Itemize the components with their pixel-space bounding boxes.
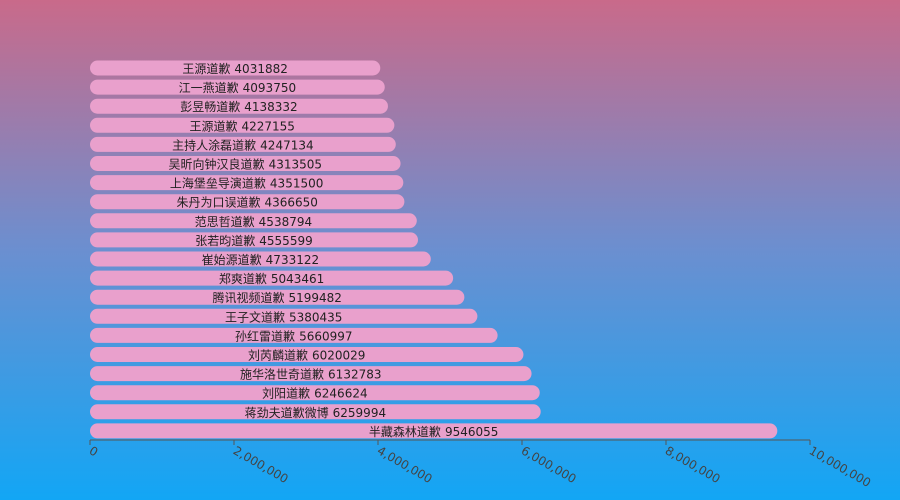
bar-label: 蒋劲夫道歉微博 6259994	[245, 404, 386, 419]
bar-label: 王源道歉 4227155	[189, 119, 294, 133]
bar-label: 上海堡垒导演道歉 4351500	[170, 175, 323, 190]
bar-value: 5660997	[299, 329, 352, 343]
bar-label: 张若昀道歉 4555599	[195, 233, 312, 247]
bar-label: 范思哲道歉 4538794	[195, 214, 312, 228]
bar-value: 4247134	[260, 138, 313, 152]
bar	[90, 366, 532, 382]
bar	[90, 60, 381, 76]
bar-label: 朱丹为口误道歉 4366650	[176, 195, 317, 209]
bar-value: 6020029	[312, 348, 365, 362]
bar	[90, 423, 778, 439]
bar	[90, 327, 498, 343]
bar-value: 4138332	[244, 100, 297, 114]
bar	[90, 117, 395, 133]
bar-value: 5199482	[288, 291, 341, 305]
bar-category: 蒋劲夫道歉微博	[245, 404, 329, 419]
bar-label: 江一燕道歉 4093750	[179, 81, 296, 95]
bar-category: 朱丹为口误道歉	[176, 195, 260, 209]
bar-category: 王源道歉	[182, 62, 230, 76]
bar	[90, 385, 540, 401]
bar-category: 刘芮麟道歉	[248, 347, 308, 362]
bar-label: 刘阳道歉 6246624	[262, 386, 367, 400]
bar-category: 郑爽道歉	[219, 271, 267, 286]
bar-label: 刘芮麟道歉 6020029	[248, 347, 365, 362]
bar	[90, 308, 478, 324]
bar-category: 上海堡垒导演道歉	[170, 175, 266, 190]
bar-category: 崔始源道歉	[202, 253, 262, 267]
bar	[90, 289, 465, 305]
bar-label: 腾讯视频道歉 5199482	[212, 290, 341, 305]
bar-category: 主持人涂磊道歉	[172, 137, 256, 152]
bar-category: 王子文道歉	[225, 309, 285, 324]
bar	[90, 156, 401, 171]
bar-category: 范思哲道歉	[195, 214, 255, 228]
bar	[90, 404, 541, 420]
bar-value: 4733122	[266, 253, 319, 267]
bar-value: 4366650	[264, 195, 317, 209]
bar	[90, 175, 404, 191]
bar-category: 江一燕道歉	[179, 81, 239, 95]
bar-label: 吴昕向钟汉良道歉 4313505	[169, 156, 322, 171]
bar-category: 王源道歉	[189, 119, 237, 133]
bar-category: 半藏森林道歉	[369, 423, 441, 438]
bar-value: 6132783	[328, 367, 381, 381]
bar-label: 郑爽道歉 5043461	[219, 271, 324, 286]
bar	[90, 232, 419, 248]
bar-value: 4351500	[270, 176, 323, 190]
bar-value: 4227155	[241, 119, 294, 133]
bar-value: 5380435	[289, 310, 342, 324]
bar-category: 孙红雷道歉	[235, 328, 295, 343]
bar-value: 5043461	[271, 272, 324, 286]
bar-value: 4538794	[259, 214, 312, 228]
bar-value: 4031882	[234, 62, 287, 76]
bar-value: 4555599	[259, 233, 312, 247]
bar-category: 张若昀道歉	[195, 233, 255, 247]
bar-value: 4093750	[243, 81, 296, 95]
bar	[90, 270, 454, 286]
bar-category: 腾讯视频道歉	[212, 290, 284, 305]
bar	[90, 98, 388, 114]
bar-value: 6259994	[333, 405, 386, 419]
bar	[90, 347, 524, 362]
bar-category: 施华洛世奇道歉	[240, 366, 324, 381]
bar	[90, 194, 405, 210]
bar-category: 彭昱畅道歉	[180, 100, 240, 114]
bar-label: 孙红雷道歉 5660997	[235, 328, 352, 343]
bar	[90, 79, 385, 95]
bar-value: 9546055	[445, 424, 498, 438]
bar-label: 施华洛世奇道歉 6132783	[240, 366, 381, 381]
bar-label: 王子文道歉 5380435	[225, 309, 342, 324]
bar-value: 6246624	[314, 386, 367, 400]
bar-category: 刘阳道歉	[262, 386, 310, 400]
bar-label: 主持人涂磊道歉 4247134	[172, 137, 313, 152]
bar-category: 吴昕向钟汉良道歉	[169, 156, 265, 171]
bar	[90, 251, 431, 267]
bar-label: 半藏森林道歉 9546055	[369, 423, 498, 438]
bar-label: 彭昱畅道歉 4138332	[180, 100, 297, 114]
bar-label: 崔始源道歉 4733122	[202, 253, 319, 267]
bar	[90, 136, 396, 152]
bar-label: 王源道歉 4031882	[182, 62, 287, 76]
bar-value: 4313505	[269, 157, 322, 171]
bar	[90, 213, 417, 229]
